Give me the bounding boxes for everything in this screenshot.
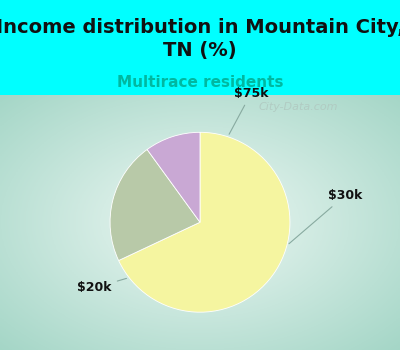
Wedge shape <box>119 132 290 312</box>
Wedge shape <box>110 149 200 260</box>
Text: $75k: $75k <box>229 87 268 134</box>
Text: $20k: $20k <box>77 278 126 294</box>
Wedge shape <box>147 132 200 222</box>
Text: City-Data.com: City-Data.com <box>258 102 338 112</box>
Text: Income distribution in Mountain City,
TN (%): Income distribution in Mountain City, TN… <box>0 18 400 60</box>
Text: Multirace residents: Multirace residents <box>117 75 283 90</box>
Text: $30k: $30k <box>289 189 362 244</box>
